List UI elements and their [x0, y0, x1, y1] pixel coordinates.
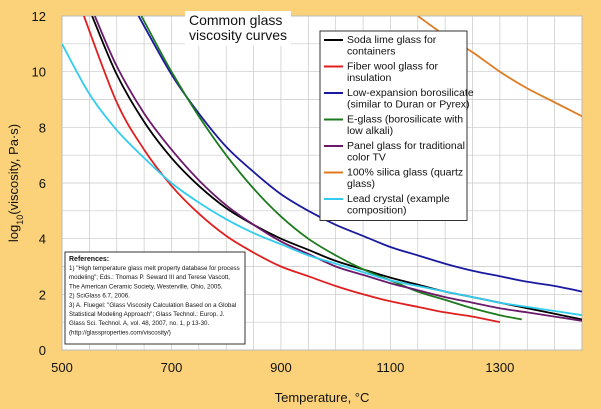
- legend-box: [319, 30, 468, 221]
- series-line-7: [62, 43, 582, 317]
- references-box: References: 1) "High temperature glass me…: [64, 251, 246, 345]
- legend-label-4: low alkali): [347, 125, 393, 137]
- x-tick-label: 1300: [485, 360, 514, 375]
- references-line: 1) "High temperature glass melt property…: [69, 265, 240, 272]
- legend-label-7: Lead crystal (example: [347, 193, 450, 205]
- references-background: [64, 251, 246, 345]
- y-tick-label: 12: [32, 9, 46, 24]
- legend-label-3: (similar to Duran or Pyrex): [347, 99, 470, 111]
- references-line: The American Ceramic Society, Westervill…: [69, 283, 223, 290]
- legend-label-3: Low-expansion borosilicate: [347, 87, 474, 99]
- chart-title-line: Common glass: [189, 12, 282, 28]
- x-tick-label: 700: [161, 360, 183, 375]
- legend-label-2: insulation: [347, 72, 392, 84]
- references-line: (http://glassproperties.com/viscosity/): [69, 329, 171, 336]
- legend-label-6: 100% silica glass (quartz: [347, 167, 463, 179]
- y-tick-label: 8: [39, 120, 46, 135]
- legend-label-1: containers: [347, 46, 395, 58]
- y-tick-label: 2: [39, 287, 46, 302]
- x-tick-label: 500: [51, 360, 73, 375]
- y-tick-label: 6: [39, 176, 46, 191]
- y-tick-label: 4: [39, 232, 46, 247]
- series-line-3: [137, 16, 582, 293]
- references-line: Glass Sci. Technol. A, vol. 48, 2007, no…: [69, 320, 210, 327]
- series-line-5: [93, 16, 582, 322]
- legend-label-2: Fiber wool glass for: [347, 61, 439, 73]
- legend-label-4: E-glass (borosilicate with: [347, 114, 463, 126]
- x-axis-title: Temperature, °C: [275, 390, 370, 405]
- x-tick-label: 900: [270, 360, 292, 375]
- legend-label-7: composition): [347, 205, 407, 217]
- legend-label-1: Soda lime glass for: [347, 34, 437, 46]
- legend-label-6: glass): [347, 178, 375, 190]
- references-line: Statistical Modeling Approach"; Glass Te…: [69, 311, 225, 318]
- x-tick-label: 1100: [376, 360, 404, 375]
- series-lines: [62, 16, 582, 324]
- y-tick-label: 10: [32, 65, 46, 80]
- references-line: modeling"; Eds.: Thomas P. Seward III an…: [69, 274, 230, 281]
- references-heading: References:: [69, 256, 109, 263]
- legend-label-5: Panel glass for traditional: [347, 140, 465, 152]
- series-line-2: [83, 16, 501, 324]
- references-line: 3) A. Fluegel: "Glass Viscosity Calculat…: [69, 302, 236, 309]
- legend-label-5: color TV: [347, 152, 386, 164]
- series-line-4: [140, 16, 522, 321]
- y-tick-label: 0: [39, 343, 46, 358]
- chart-title-background: [185, 11, 291, 46]
- chart-title-line: viscosity curves: [189, 27, 287, 43]
- y-axis-title: log10(viscosity, Pa·s): [6, 124, 25, 242]
- references-line: 2) SciGlass 6.7, 2006.: [69, 293, 130, 300]
